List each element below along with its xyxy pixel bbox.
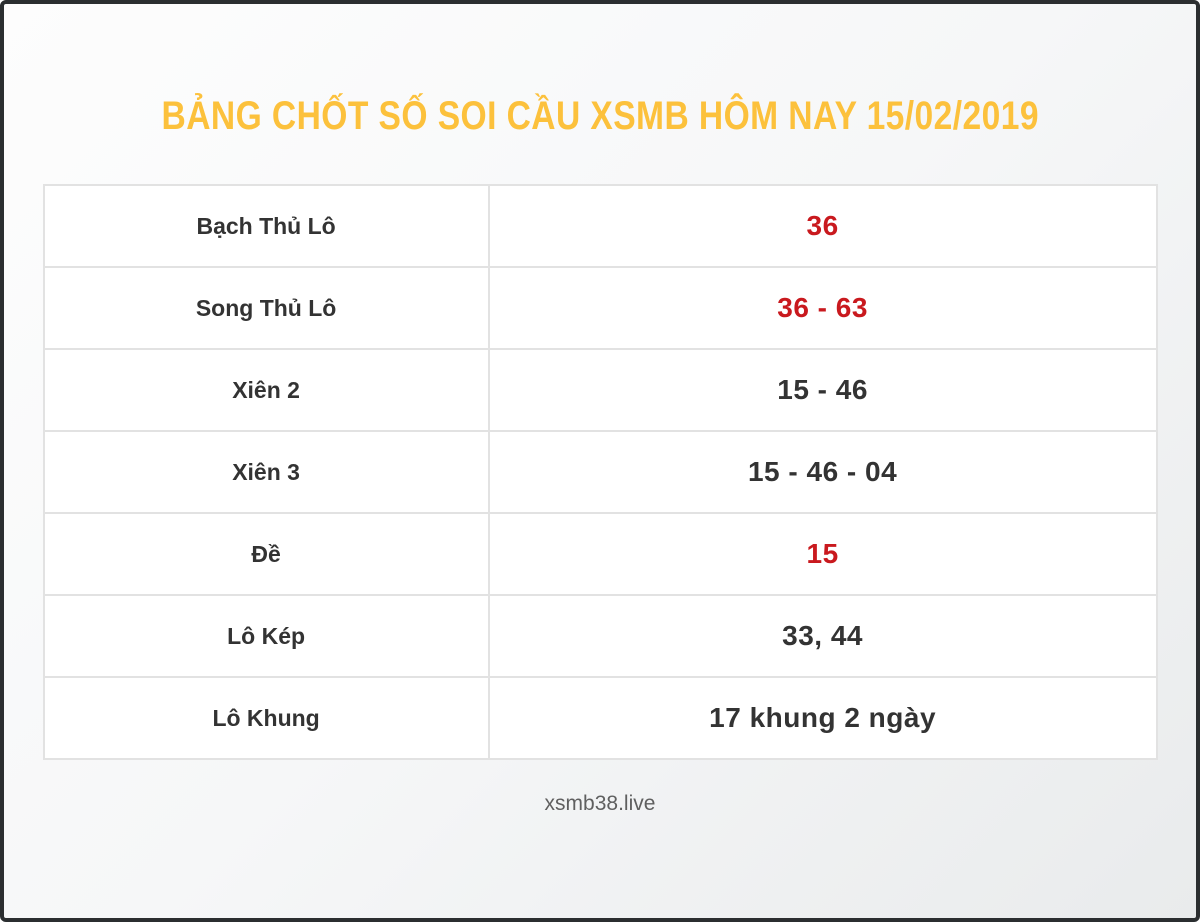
prediction-table: Bạch Thủ Lô 36 Song Thủ Lô 36 - 63 Xiên … <box>42 184 1158 760</box>
row-label-cell: Lô Kép <box>42 594 490 678</box>
page-title: BẢNG CHỐT SỐ SOI CẦU XSMB HÔM NAY 15/02/… <box>4 94 1196 138</box>
row-label: Bạch Thủ Lô <box>196 212 336 239</box>
row-value-cell: 36 <box>487 184 1158 268</box>
table-row: Xiên 3 15 - 46 - 04 <box>42 430 1158 514</box>
row-label: Đề <box>251 540 281 567</box>
row-value-cell: 15 <box>487 512 1158 596</box>
row-label-cell: Xiên 2 <box>42 348 490 432</box>
row-label: Xiên 2 <box>232 376 300 403</box>
row-label-cell: Đề <box>42 512 490 596</box>
footer-site-name: xsmb38.live <box>544 792 656 815</box>
page-title-text: BẢNG CHỐT SỐ SOI CẦU XSMB HÔM NAY 15/02/… <box>161 94 1039 138</box>
row-value: 36 <box>806 210 839 241</box>
table-row: Đề 15 <box>42 512 1158 596</box>
row-value-cell: 15 - 46 <box>487 348 1158 432</box>
row-value-cell: 15 - 46 - 04 <box>487 430 1158 514</box>
row-value: 15 <box>806 538 839 569</box>
table-row: Bạch Thủ Lô 36 <box>42 184 1158 268</box>
row-label-cell: Song Thủ Lô <box>42 266 490 350</box>
row-label-cell: Bạch Thủ Lô <box>42 184 490 268</box>
table-row: Xiên 2 15 - 46 <box>42 348 1158 432</box>
row-label-cell: Lô Khung <box>42 676 490 760</box>
row-label: Song Thủ Lô <box>195 294 337 321</box>
row-value: 36 - 63 <box>777 292 868 323</box>
row-value-cell: 36 - 63 <box>487 266 1158 350</box>
prediction-table-body: Bạch Thủ Lô 36 Song Thủ Lô 36 - 63 Xiên … <box>42 184 1158 760</box>
row-value: 33, 44 <box>782 620 864 651</box>
row-value-cell: 17 khung 2 ngày <box>487 676 1158 760</box>
table-row: Lô Kép 33, 44 <box>42 594 1158 678</box>
row-label: Lô Kép <box>227 622 306 649</box>
row-value: 15 - 46 - 04 <box>747 456 898 487</box>
row-label-cell: Xiên 3 <box>42 430 490 514</box>
row-value-cell: 33, 44 <box>487 594 1158 678</box>
table-row: Lô Khung 17 khung 2 ngày <box>42 676 1158 760</box>
row-label: Xiên 3 <box>232 458 300 485</box>
table-row: Song Thủ Lô 36 - 63 <box>42 266 1158 350</box>
row-label: Lô Khung <box>212 704 320 731</box>
row-value: 17 khung 2 ngày <box>709 702 937 733</box>
row-value: 15 - 46 <box>777 374 868 405</box>
